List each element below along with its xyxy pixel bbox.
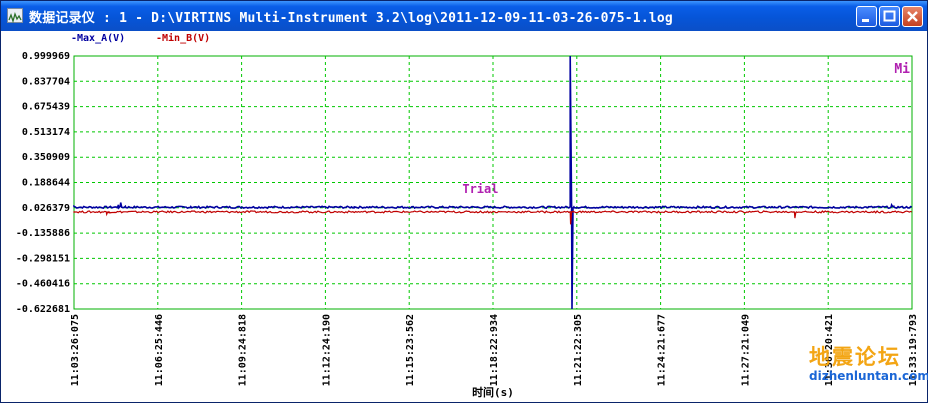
x-tick-label: 11:12:24:190 bbox=[321, 314, 332, 386]
x-tick-label: 11:21:22:305 bbox=[573, 314, 584, 386]
y-tick-label: 0.999969 bbox=[22, 51, 70, 62]
legend-max-a: -Max_A(V) bbox=[71, 33, 126, 44]
y-tick-label: 0.026379 bbox=[22, 203, 70, 214]
chart-area[interactable]: 0.999969 0.837704 0.675439 0.513174 0.350909… bbox=[1, 31, 928, 402]
x-tick-label: 11:33:19:793 bbox=[908, 314, 919, 386]
x-tick-label: 11:24:21:677 bbox=[657, 314, 668, 386]
y-tick-label: -0.622681 bbox=[16, 304, 70, 315]
y-tick-label: -0.298151 bbox=[16, 253, 70, 264]
x-tick-label: 11:30:20:421 bbox=[824, 314, 835, 386]
y-tick-label: 0.513174 bbox=[22, 127, 70, 138]
title-bar[interactable]: 数据记录仪 : 1 - D:\VIRTINS Multi-Instrument … bbox=[1, 1, 927, 31]
watermark-chinese: 地震论坛 bbox=[809, 344, 901, 369]
series-line-min-b bbox=[73, 210, 912, 225]
chart-svg[interactable]: 0.999969 0.837704 0.675439 0.513174 0.350909… bbox=[1, 31, 927, 402]
y-tick-label: -0.460416 bbox=[16, 279, 70, 290]
legend-min-b: -Min_B(V) bbox=[156, 33, 211, 44]
minimize-button[interactable] bbox=[856, 6, 877, 27]
y-tick-label: 0.837704 bbox=[22, 76, 70, 87]
watermark-url: dizhenluntan.com bbox=[809, 369, 928, 383]
x-tick-label: 11:27:21:049 bbox=[740, 314, 751, 386]
close-icon bbox=[907, 11, 918, 22]
y-tick-label: 0.188644 bbox=[22, 178, 70, 189]
close-button[interactable] bbox=[902, 6, 923, 27]
x-tick-label: 11:03:26:075 bbox=[70, 314, 81, 386]
series-line-max-a bbox=[73, 55, 913, 310]
data-logger-app-icon bbox=[7, 8, 23, 24]
trial-annotation: Trial bbox=[462, 182, 498, 196]
x-tick-label: 11:06:25:446 bbox=[154, 314, 165, 386]
maximize-icon bbox=[883, 10, 896, 22]
x-tick-label: 11:09:24:818 bbox=[238, 314, 249, 386]
y-tick-label: -0.135886 bbox=[16, 228, 70, 239]
x-axis-label: 时间(s) bbox=[472, 385, 514, 399]
maximize-button[interactable] bbox=[879, 6, 900, 27]
minimize-icon bbox=[862, 19, 869, 22]
mi-corner-icon[interactable]: Mi bbox=[894, 62, 910, 77]
x-tick-label: 11:15:23:562 bbox=[405, 314, 416, 386]
y-tick-label: 0.675439 bbox=[22, 102, 70, 113]
window-title: 数据记录仪 : 1 - D:\VIRTINS Multi-Instrument … bbox=[29, 11, 673, 26]
x-tick-label: 11:18:22:934 bbox=[489, 314, 500, 386]
y-tick-label: 0.350909 bbox=[22, 152, 70, 163]
